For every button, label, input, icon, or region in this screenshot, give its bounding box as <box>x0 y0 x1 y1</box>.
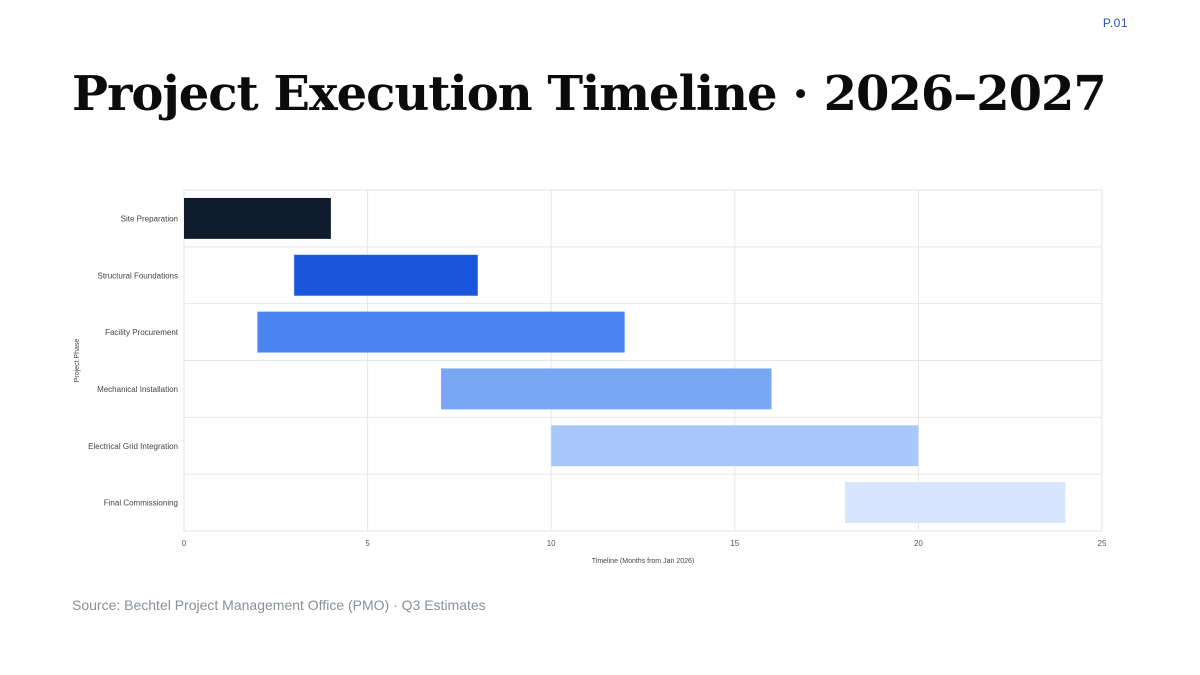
page-title: Project Execution Timeline · 2026–2027 <box>72 66 1107 122</box>
x-tick-label: 10 <box>547 539 556 548</box>
y-tick-label: Final Commissioning <box>104 499 178 508</box>
y-tick-label: Structural Foundations <box>98 271 179 280</box>
gantt-bar <box>184 197 331 239</box>
x-tick-label: 5 <box>365 539 370 548</box>
x-tick-label: 25 <box>1098 539 1107 548</box>
x-tick-label: 20 <box>914 539 923 548</box>
gantt-bar <box>441 368 772 410</box>
x-tick-label: 15 <box>730 539 739 548</box>
gantt-bar <box>294 254 478 296</box>
x-tick-label: 0 <box>182 539 187 548</box>
y-tick-label: Mechanical Installation <box>97 385 178 394</box>
x-axis-title: Timeline (Months from Jan 2026) <box>592 558 694 565</box>
gantt-bar <box>844 482 1066 524</box>
plot-area <box>183 189 1103 532</box>
y-axis-title: Project Phase <box>74 339 81 383</box>
page-number: P.01 <box>1102 16 1128 30</box>
y-tick-label: Facility Procurement <box>105 328 179 337</box>
y-tick-label: Electrical Grid Integration <box>88 442 178 451</box>
source-note: Source: Bechtel Project Management Offic… <box>72 597 486 613</box>
gantt-bar <box>551 425 919 467</box>
gantt-bar <box>257 311 625 353</box>
y-tick-label: Site Preparation <box>121 214 178 223</box>
